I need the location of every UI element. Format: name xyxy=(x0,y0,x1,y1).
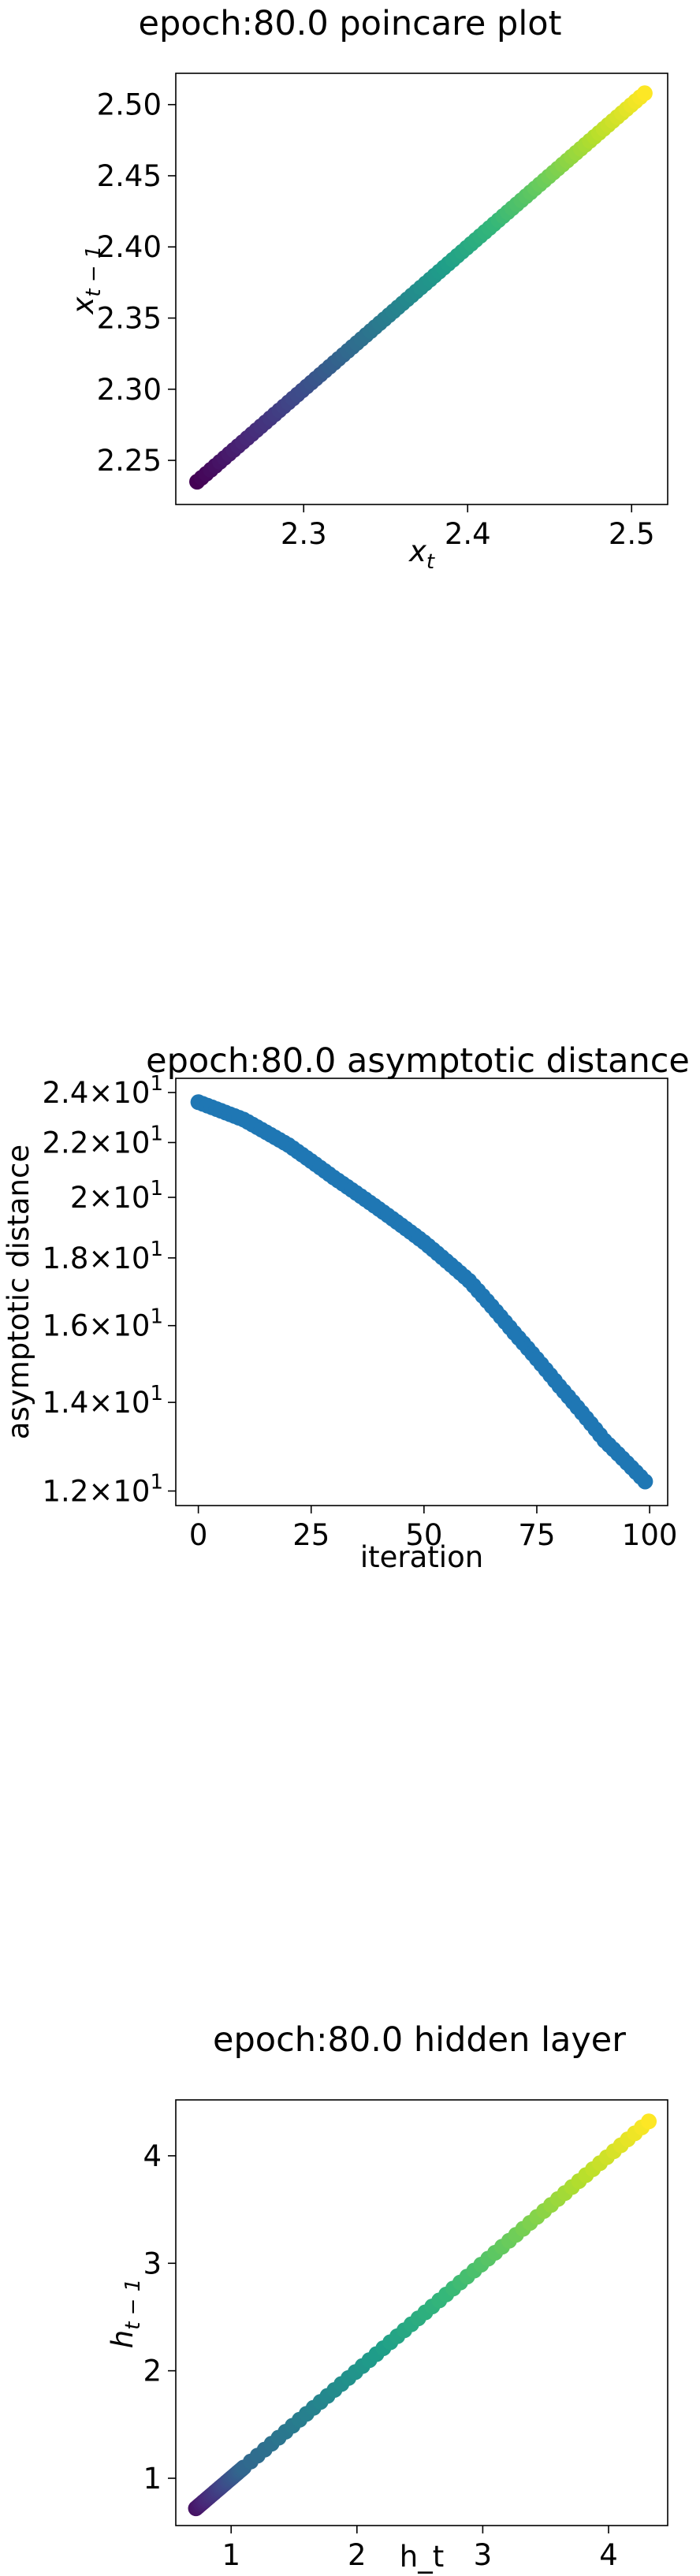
y-tick-label: 2.40 xyxy=(97,230,162,264)
x-tick-label: 50 xyxy=(405,1518,442,1552)
y-tick-label: 1.4×101 xyxy=(43,1382,163,1420)
hidden-layer-plot: epoch:80.0 hidden layer 1 2 3 4 1 2 3 4 h_t ht − 1 xyxy=(106,2020,668,2574)
y-tick-label: 3 xyxy=(143,2247,162,2280)
y-tick-label: 2×101 xyxy=(70,1177,163,1215)
y-axis-label: ht − 1 xyxy=(106,2279,145,2349)
x-tick-label: 2.4 xyxy=(445,517,491,551)
x-axis-label: xt xyxy=(408,534,435,574)
x-axis-label: h_t xyxy=(400,2540,444,2574)
data-point xyxy=(636,85,653,102)
y-tick-label: 2 xyxy=(143,2355,162,2388)
y-tick-label: 1.8×101 xyxy=(43,1238,163,1275)
y-axis-label: asymptotic distance xyxy=(2,1145,35,1439)
points xyxy=(190,1094,653,1490)
y-tick-label: 2.50 xyxy=(97,88,162,122)
y-tick-label: 2.2×101 xyxy=(43,1122,163,1160)
y-tick-label: 2.35 xyxy=(97,302,162,336)
data-point xyxy=(641,2113,657,2130)
x-tick-label: 2 xyxy=(348,2538,367,2572)
x-tick-label: 75 xyxy=(518,1518,555,1552)
x-tick-label: 2.5 xyxy=(609,517,655,551)
y-axis-label: xt − 1 xyxy=(66,246,106,315)
x-tick-label: 100 xyxy=(622,1518,678,1552)
x-tick-label: 2.3 xyxy=(281,517,327,551)
x-tick-label: 3 xyxy=(474,2538,493,2572)
x-axis-label: iteration xyxy=(360,1540,483,1574)
data-point xyxy=(637,1473,653,1490)
y-tick-label: 2.4×101 xyxy=(43,1072,163,1110)
x-tick-label: 0 xyxy=(189,1518,208,1552)
plot-frame xyxy=(175,73,668,505)
y-tick-label: 4 xyxy=(143,2139,162,2173)
plot-frame xyxy=(175,2099,668,2526)
points xyxy=(188,2113,657,2517)
plot-frame xyxy=(175,1078,668,1506)
x-tick-label: 4 xyxy=(599,2538,618,2572)
y-tick-label: 1.2×101 xyxy=(43,1471,163,1509)
x-tick-label: 1 xyxy=(222,2538,240,2572)
x-tick-label: 25 xyxy=(292,1518,330,1552)
poincare-plot: epoch:80.0 poincare plot 2.3 2.4 2.5 2.25 2.3… xyxy=(66,4,668,574)
y-tick-label: 1 xyxy=(143,2462,162,2496)
y-tick-label: 2.45 xyxy=(97,159,162,193)
chart-title: epoch:80.0 asymptotic distance xyxy=(146,1041,690,1081)
asymptotic-distance-plot: epoch:80.0 asymptotic distance 0 25 50 75 100… xyxy=(2,1041,690,1574)
y-tick-label: 1.6×101 xyxy=(43,1305,163,1343)
y-tick-label: 2.25 xyxy=(97,444,162,478)
points xyxy=(189,85,653,490)
chart-title: epoch:80.0 hidden layer xyxy=(213,2020,626,2060)
chart-title: epoch:80.0 poincare plot xyxy=(139,4,562,43)
y-tick-label: 2.30 xyxy=(97,373,162,407)
